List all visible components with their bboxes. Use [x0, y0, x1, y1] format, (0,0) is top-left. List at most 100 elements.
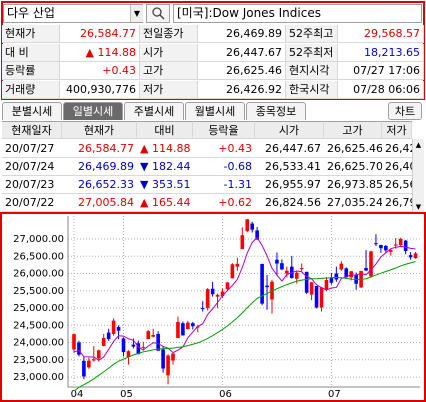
- candle-body: [235, 263, 240, 267]
- table-cell: 20/07/23: [2, 176, 62, 194]
- tab[interactable]: 일별시세: [63, 102, 123, 120]
- scroll-up[interactable]: ▲: [415, 141, 422, 149]
- table-cell: 26,824.56: [255, 194, 324, 212]
- tab[interactable]: 종목정보: [246, 102, 306, 120]
- candle-body: [225, 282, 230, 290]
- y-tick-label: 24,500.00: [13, 320, 64, 331]
- y-tick-label: 25,500.00: [13, 286, 64, 297]
- candle-body: [408, 255, 413, 258]
- candle-body: [379, 244, 383, 249]
- x-tick-label: 04: [71, 389, 84, 400]
- candle-body: [265, 285, 269, 288]
- table-cell: ▲ 114.88: [137, 140, 193, 158]
- candle-body: [304, 271, 309, 293]
- table-header: 고가: [324, 121, 382, 139]
- table-cell: +0.62: [193, 194, 255, 212]
- candle-body: [72, 334, 76, 350]
- table-cell: +0.43: [193, 140, 255, 158]
- table-header: 현재가: [62, 121, 137, 139]
- scroll-down[interactable]: ▼: [415, 203, 422, 211]
- y-tick-label: 25,000.00: [13, 303, 64, 314]
- moving-average: [73, 236, 416, 361]
- quote-value: ▲ 114.88: [60, 43, 140, 62]
- table-cell: 20/07/22: [2, 194, 62, 212]
- candle-body: [181, 323, 185, 336]
- candle-body: [299, 268, 304, 270]
- candle-body: [403, 240, 408, 252]
- quote-value: 26,469.89: [198, 25, 286, 43]
- quote-value: 26,447.67: [198, 43, 286, 62]
- candle-chart: 23,000.00 23,500.00 24,000.00 24,500.00 25,0…: [0, 212, 426, 402]
- table-cell: 26,560.04: [382, 176, 412, 194]
- candle-body: [324, 280, 329, 291]
- candle-body: [151, 334, 155, 337]
- tab[interactable]: 월별시세: [185, 102, 245, 120]
- x-tick-label: 06: [219, 389, 232, 400]
- table-header: 저가: [382, 121, 412, 139]
- candle-body: [141, 346, 146, 348]
- search-button[interactable]: [146, 4, 170, 23]
- scrollbar[interactable]: ▲ ▼: [412, 139, 424, 213]
- candle-body: [131, 344, 136, 347]
- tab[interactable]: 분별시세: [2, 102, 62, 120]
- table-cell: ▼ 182.44: [137, 158, 193, 176]
- candle-body: [205, 289, 210, 309]
- candle-body: [92, 359, 96, 361]
- table-header: 현재일자: [2, 121, 62, 139]
- quote-label: 52주최저: [286, 43, 338, 62]
- candle-body: [161, 349, 165, 369]
- y-tick-label: 27,000.00: [13, 234, 64, 245]
- candle-body: [349, 271, 353, 278]
- quote-label: 전일종가: [140, 25, 198, 43]
- chart-button[interactable]: 차트: [388, 102, 422, 120]
- x-tick-label: 05: [120, 389, 133, 400]
- quote-value: +0.43: [60, 62, 140, 80]
- quote-label: 대 비: [2, 43, 60, 62]
- table-cell: 26,533.41: [255, 158, 324, 176]
- table-cell: 26,402.86: [382, 158, 412, 176]
- market-label: [미국]:Dow Jones Indices: [173, 4, 422, 23]
- candle-body: [171, 353, 175, 361]
- candle-body: [413, 253, 418, 259]
- candle-body: [275, 259, 279, 264]
- candle-body: [384, 245, 388, 251]
- candle-body: [339, 263, 344, 270]
- candle-body: [220, 291, 225, 296]
- search-icon: [152, 7, 165, 20]
- quote-value: 07/28 06:06: [338, 80, 424, 99]
- table-cell: 26,625.46: [324, 140, 382, 158]
- table-cell: 26,447.67: [255, 140, 324, 158]
- candle-body: [200, 308, 205, 310]
- candle-body: [314, 285, 319, 308]
- candle-body: [255, 230, 259, 240]
- quote-label: 시가: [140, 43, 198, 62]
- table-header: 등락율: [193, 121, 255, 139]
- candle-body: [136, 343, 141, 355]
- candle-body: [210, 288, 215, 295]
- table-cell: 20/07/24: [2, 158, 62, 176]
- moving-average: [73, 260, 416, 392]
- y-tick-label: 24,000.00: [13, 338, 64, 349]
- candle-body: [121, 338, 126, 353]
- candle-body: [344, 268, 349, 278]
- table-cell: -0.68: [193, 158, 255, 176]
- quote-label: 등락률: [2, 62, 60, 80]
- candle-body: [96, 350, 101, 359]
- y-tick-label: 26,500.00: [13, 251, 64, 262]
- candle-body: [285, 270, 289, 274]
- dropdown-button[interactable]: ▼: [130, 5, 143, 22]
- table-cell: 26,652.33: [62, 176, 137, 194]
- tab[interactable]: 주별시세: [124, 102, 184, 120]
- candle-body: [77, 342, 81, 355]
- table-cell: 26,625.70: [324, 158, 382, 176]
- candle-body: [319, 287, 324, 308]
- candle-body: [166, 355, 170, 376]
- table-cell: 26,426.92: [382, 140, 412, 158]
- candle-body: [329, 277, 334, 283]
- candle-body: [176, 321, 180, 339]
- quote-label: 52주최고: [286, 25, 338, 43]
- quote-label: 고가: [140, 62, 198, 80]
- search-box[interactable]: 다우 산업: [3, 4, 143, 23]
- quote-label: 거래량: [2, 80, 60, 99]
- candle-body: [156, 333, 160, 351]
